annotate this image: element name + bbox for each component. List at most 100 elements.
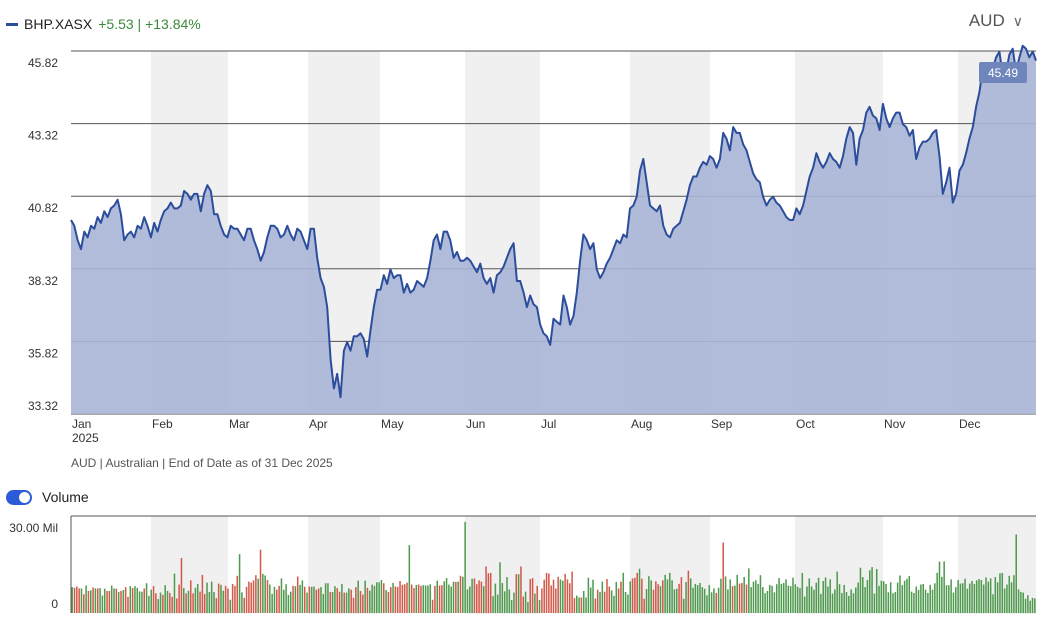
volume-bar	[189, 580, 192, 613]
y-tick-label: 35.82	[28, 346, 58, 360]
volume-bar	[236, 575, 239, 613]
volume-bar	[382, 583, 385, 613]
volume-bar	[608, 586, 611, 613]
volume-bar	[836, 571, 838, 613]
volume-bar	[701, 587, 704, 613]
volume-bar	[585, 597, 587, 613]
volume-bar	[389, 587, 392, 613]
volume-bar	[687, 570, 690, 613]
volume-bar	[480, 581, 483, 613]
volume-bar	[792, 577, 794, 613]
volume-bar	[748, 568, 750, 613]
volume-bar	[157, 599, 159, 613]
volume-bar	[906, 578, 908, 613]
volume-bar	[859, 567, 862, 613]
volume-bar	[85, 585, 87, 613]
volume-bar	[750, 587, 752, 613]
volume-bar	[403, 584, 406, 613]
volume-bar	[808, 578, 811, 613]
volume-bar	[438, 585, 441, 613]
volume-bar	[731, 586, 734, 613]
volume-bar	[134, 586, 136, 613]
volume-bar	[557, 576, 559, 613]
volume-bar	[813, 589, 815, 613]
price-change: +5.53 | +13.84%	[98, 16, 201, 32]
volume-bar	[768, 584, 771, 613]
volume-bar	[257, 578, 259, 613]
volume-bar	[92, 587, 94, 613]
volume-bar	[775, 584, 778, 613]
volume-bar	[564, 573, 566, 613]
volume-bar	[203, 593, 206, 613]
chevron-down-icon: ∨	[1012, 12, 1023, 29]
volume-switch[interactable]	[6, 489, 32, 505]
volume-bar	[217, 583, 220, 613]
currency-selector[interactable]: AUD ∨	[969, 11, 1023, 31]
volume-bar	[822, 580, 824, 613]
volume-bar	[896, 582, 899, 613]
volume-bar	[469, 586, 471, 613]
volume-bar	[410, 584, 413, 613]
volume-bar	[945, 585, 948, 613]
volume-bar	[873, 593, 876, 613]
volume-bar	[287, 594, 290, 613]
volume-bar	[1024, 598, 1027, 613]
volume-bar	[124, 587, 127, 613]
volume-tick-label: 30.00 Mil	[9, 521, 58, 535]
volume-bar	[159, 592, 162, 613]
x-tick-label: May	[381, 417, 404, 431]
volume-bar	[996, 582, 999, 613]
volume-bar	[829, 579, 831, 613]
volume-bar	[694, 583, 697, 613]
volume-bar	[780, 583, 783, 613]
volume-bar	[771, 585, 773, 613]
volume-bar	[801, 572, 804, 613]
price-area-fill	[71, 45, 1036, 415]
volume-bar	[136, 587, 139, 613]
volume-bar	[717, 587, 720, 613]
volume-bar	[499, 562, 501, 613]
volume-bar	[961, 583, 964, 613]
volume-bar	[503, 591, 506, 613]
volume-bar	[452, 581, 455, 613]
volume-bar	[408, 545, 411, 613]
volume-bar	[522, 596, 525, 613]
volume-bar	[399, 580, 401, 613]
volume-bar	[248, 581, 250, 613]
volume-bar	[513, 592, 515, 613]
volume-bar	[164, 585, 166, 613]
volume-bar	[757, 583, 759, 613]
volume-bar	[478, 580, 480, 613]
volume-bar	[369, 590, 371, 613]
volume-toggle[interactable]: Volume	[6, 489, 89, 505]
volume-bar	[455, 581, 457, 613]
volume-bar	[752, 581, 755, 613]
volume-bar	[652, 589, 655, 613]
x-tick-label: Sep	[711, 417, 733, 431]
volume-bar	[206, 582, 208, 613]
volume-bar	[999, 573, 1001, 613]
volume-bar	[799, 588, 801, 613]
volume-tick-label: 0	[51, 597, 58, 611]
volume-bar	[103, 588, 106, 613]
volume-bar	[566, 579, 569, 613]
volume-bar	[838, 584, 841, 613]
volume-bar	[538, 600, 541, 613]
volume-bar	[875, 569, 878, 613]
volume-bar	[915, 586, 918, 613]
volume-bar	[310, 586, 313, 613]
volume-bar	[931, 589, 934, 613]
volume-bar	[624, 591, 627, 613]
volume-bar	[273, 586, 276, 613]
volume-bar	[620, 581, 622, 613]
volume-bar	[880, 580, 883, 613]
volume-bar	[278, 585, 280, 613]
volume-bar	[689, 578, 692, 613]
last-value-badge	[979, 62, 1027, 83]
volume-bar	[810, 586, 813, 613]
volume-bar	[745, 584, 748, 613]
volume-bar	[1010, 582, 1013, 613]
volume-bar	[485, 566, 487, 613]
volume-bar	[596, 589, 599, 613]
